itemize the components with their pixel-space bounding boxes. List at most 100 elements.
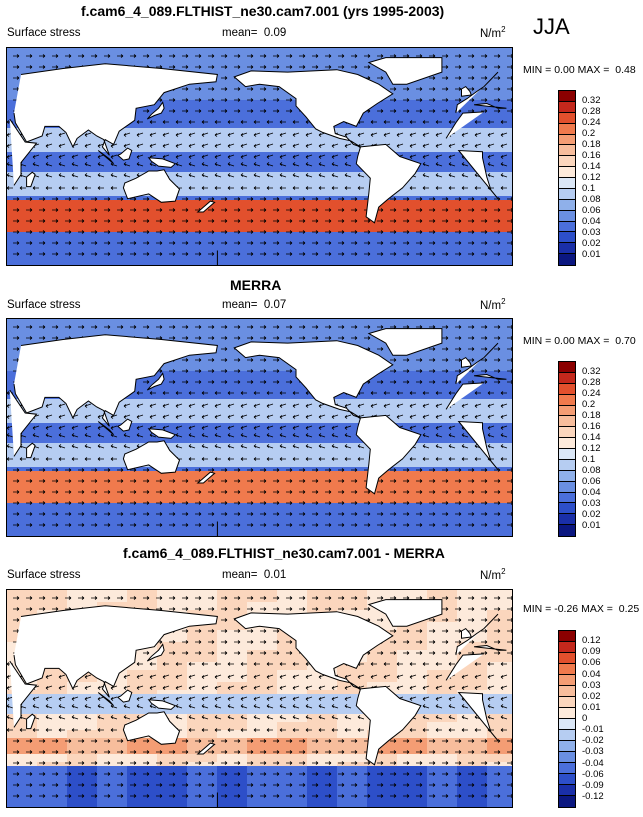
field-cell	[187, 527, 218, 532]
wind-arrow	[273, 87, 280, 91]
field-cell	[487, 515, 512, 520]
colorbar-level-label: 0.02	[582, 238, 601, 249]
field-cell	[217, 678, 248, 683]
field-cell	[307, 471, 338, 476]
field-cell	[37, 196, 68, 201]
field-cell	[337, 56, 368, 61]
field-cell	[157, 503, 188, 508]
wind-arrow	[13, 479, 20, 483]
field-cell	[427, 487, 458, 492]
field-cell	[127, 694, 158, 699]
wind-arrow	[247, 501, 254, 505]
wind-arrow	[364, 501, 371, 505]
wind-arrow	[26, 252, 33, 256]
wind-arrow	[292, 662, 299, 666]
wind-arrow	[97, 186, 104, 190]
wind-arrow	[39, 241, 46, 245]
wind-arrow	[169, 750, 176, 754]
field-cell	[337, 738, 368, 743]
wind-arrow	[188, 154, 196, 159]
field-cell	[97, 423, 128, 428]
field-cell	[487, 602, 512, 607]
field-cell	[127, 702, 158, 707]
field-cell	[7, 782, 38, 787]
wind-arrow	[273, 739, 280, 743]
field-cell	[157, 224, 188, 229]
wind-arrow	[221, 54, 228, 58]
field-cell	[337, 475, 368, 480]
wind-arrow	[32, 162, 40, 167]
wind-arrow	[494, 54, 501, 58]
field-cell	[187, 726, 218, 731]
wind-arrow	[422, 433, 430, 438]
field-cell	[337, 423, 368, 428]
wind-arrow	[136, 154, 144, 159]
wind-arrow	[26, 468, 33, 472]
wind-arrow	[286, 325, 293, 329]
field-cell	[217, 136, 248, 141]
field-cell	[37, 738, 68, 743]
wind-arrow	[26, 607, 33, 611]
field-cell	[127, 806, 158, 807]
field-cell	[307, 459, 338, 464]
wind-arrow	[474, 685, 482, 690]
field-cell	[157, 212, 188, 217]
field-cell	[247, 208, 278, 213]
field-cell	[7, 734, 38, 739]
wind-arrow	[201, 120, 208, 124]
field-cell	[97, 531, 128, 536]
field-cell	[337, 487, 368, 492]
field-cell	[397, 487, 428, 492]
wind-arrow	[468, 512, 475, 516]
field-cell	[427, 68, 458, 73]
wind-arrow	[266, 662, 273, 666]
wind-arrow	[130, 252, 137, 256]
field-cell	[217, 208, 248, 213]
field-cell	[187, 232, 218, 237]
wind-arrow	[429, 347, 436, 351]
field-cell	[337, 339, 368, 344]
wind-arrow	[240, 391, 247, 395]
field-cell	[37, 427, 68, 432]
field-cell	[337, 232, 368, 237]
wind-arrow	[188, 173, 196, 178]
field-cell	[67, 192, 98, 197]
field-cell	[277, 806, 308, 807]
field-cell	[367, 140, 398, 145]
colorbar-swatch	[559, 492, 575, 504]
field-cell	[427, 758, 458, 763]
wind-arrow	[325, 219, 332, 223]
wind-arrow	[188, 433, 196, 438]
field-cell	[7, 232, 38, 237]
field-cell	[277, 491, 308, 496]
field-cell	[457, 503, 488, 508]
field-cell	[367, 678, 398, 683]
field-cell	[367, 244, 398, 249]
wind-arrow	[487, 120, 494, 124]
wind-arrow	[344, 728, 351, 732]
wind-arrow	[143, 219, 150, 223]
field-cell	[97, 212, 128, 217]
wind-arrow	[364, 54, 371, 58]
field-cell	[187, 698, 218, 703]
field-cell	[187, 778, 218, 783]
wind-arrow	[208, 380, 215, 384]
colorbar-swatch	[559, 427, 575, 439]
wind-arrow	[149, 162, 157, 167]
wind-arrow	[409, 120, 416, 124]
field-cell	[37, 415, 68, 420]
wind-arrow	[247, 336, 254, 340]
wind-arrow	[435, 433, 443, 438]
field-cell	[427, 136, 458, 141]
wind-arrow	[429, 490, 436, 494]
field-cell	[217, 614, 248, 619]
field-cell	[157, 132, 188, 137]
wind-arrow	[253, 414, 261, 419]
field-cell	[187, 766, 218, 771]
wind-arrow	[58, 186, 65, 190]
wind-arrow	[260, 468, 267, 472]
wind-arrow	[201, 132, 209, 137]
wind-arrow	[273, 468, 280, 472]
wind-arrow	[175, 143, 183, 148]
wind-arrow	[461, 173, 469, 178]
